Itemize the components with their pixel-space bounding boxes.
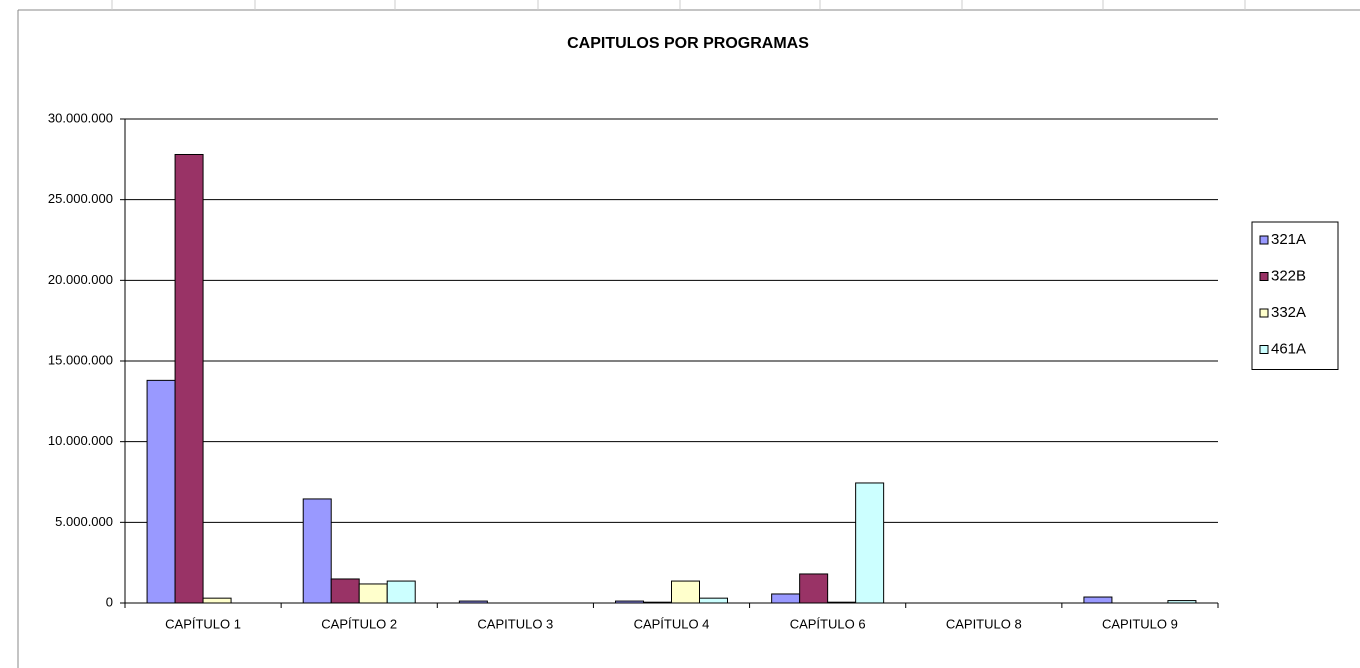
sheet-background — [17, 0, 1360, 668]
y-tick-label: 30.000.000 — [48, 110, 113, 125]
legend-label: 322B — [1271, 267, 1306, 284]
bar — [202, 597, 232, 604]
x-tick-label: CAPÍTULO 2 — [321, 616, 397, 631]
legend-label: 332A — [1271, 304, 1306, 321]
bar — [302, 498, 332, 604]
x-tick-label: CAPITULO 8 — [946, 616, 1022, 631]
bar — [771, 593, 801, 604]
legend-box — [1251, 221, 1339, 370]
y-tick-label: 0 — [106, 594, 113, 609]
x-tick-label: CAPÍTULO 4 — [634, 616, 710, 631]
y-tick-label: 20.000.000 — [48, 272, 113, 287]
y-tick-label: 5.000.000 — [55, 514, 113, 529]
chart-title: CAPITULOS POR PROGRAMAS — [567, 35, 809, 52]
y-tick-label: 15.000.000 — [48, 352, 113, 367]
bar — [386, 580, 416, 604]
x-tick-label: CAPITULO 9 — [1102, 616, 1178, 631]
legend-label: 461A — [1271, 340, 1306, 357]
bar — [799, 573, 829, 604]
bar — [1083, 596, 1113, 604]
y-tick-label: 10.000.000 — [48, 433, 113, 448]
x-tick-label: CAPITULO 3 — [477, 616, 553, 631]
x-tick-label: CAPÍTULO 1 — [165, 616, 241, 631]
legend-label: 321A — [1271, 231, 1306, 248]
bar — [671, 580, 700, 604]
bar — [699, 597, 728, 604]
legend-swatch — [1259, 235, 1269, 245]
bar — [146, 379, 176, 604]
x-tick-label: CAPÍTULO 6 — [790, 616, 866, 631]
bar — [330, 578, 360, 604]
bar — [358, 583, 388, 604]
y-tick-label: 25.000.000 — [48, 191, 113, 206]
legend-swatch — [1259, 272, 1269, 281]
bar — [174, 153, 204, 604]
legend-swatch — [1259, 308, 1269, 318]
legend-swatch — [1259, 345, 1269, 354]
bar — [855, 482, 885, 604]
